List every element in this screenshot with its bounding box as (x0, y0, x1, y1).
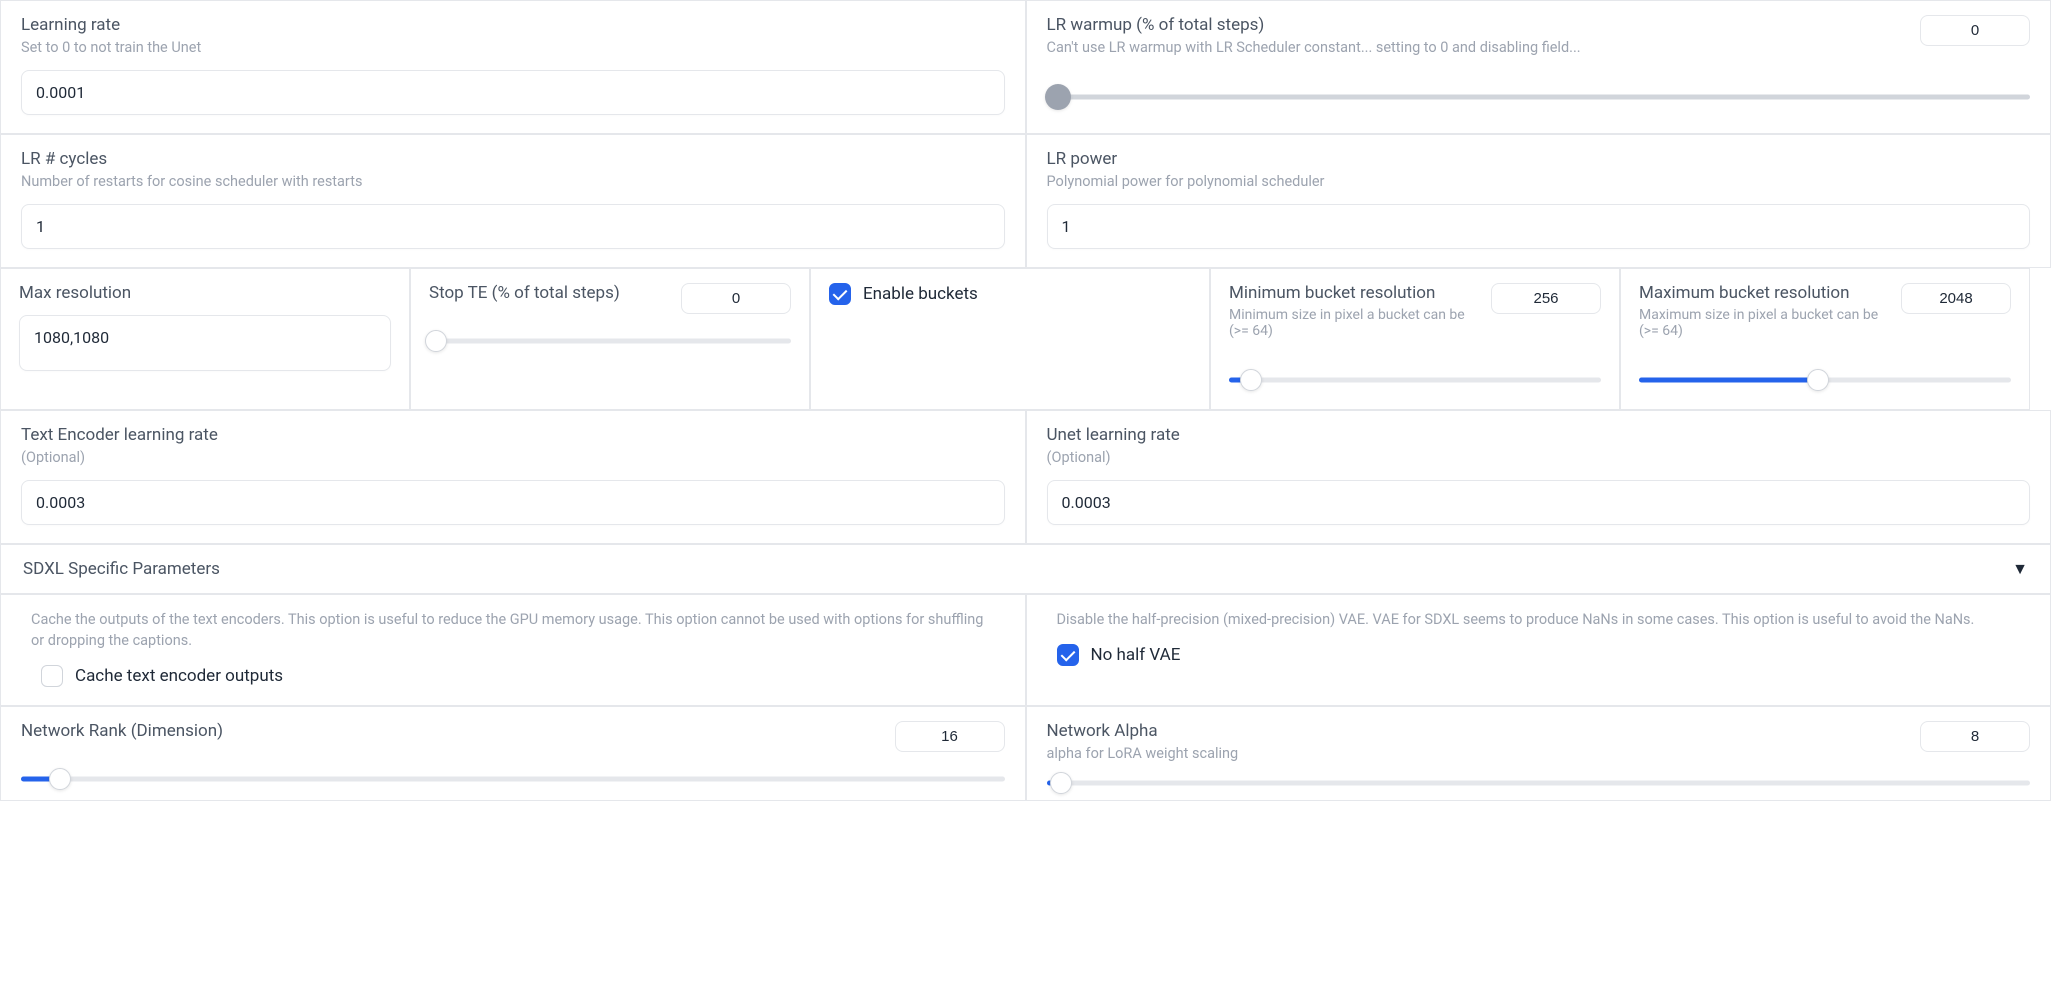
unet-lr-cell: Unet learning rate (Optional) (1026, 410, 2051, 544)
net-rank-cell: Network Rank (Dimension) (0, 706, 1026, 801)
slider-thumb[interactable] (1807, 369, 1829, 391)
enable-buckets-label: Enable buckets (863, 284, 978, 304)
slider-track (1047, 95, 2031, 100)
slider-track (1229, 378, 1601, 383)
te-lr-label: Text Encoder learning rate (21, 425, 1005, 445)
chevron-down-icon: ▼ (2012, 559, 2028, 579)
lr-power-input[interactable] (1047, 204, 2031, 249)
no-half-vae-cell: Disable the half-precision (mixed-precis… (1026, 594, 2051, 706)
learning-rate-sub: Set to 0 to not train the Unet (21, 39, 1005, 56)
min-bucket-sub: Minimum size in pixel a bucket can be (>… (1229, 307, 1475, 339)
slider-thumb[interactable] (1050, 772, 1072, 794)
te-lr-cell: Text Encoder learning rate (Optional) (0, 410, 1026, 544)
lr-power-label: LR power (1047, 149, 2031, 169)
max-bucket-label: Maximum bucket resolution (1639, 283, 1885, 303)
no-half-vae-checkbox[interactable] (1057, 644, 1079, 666)
learning-rate-input[interactable] (21, 70, 1005, 115)
net-alpha-cell: Network Alpha alpha for LoRA weight scal… (1026, 706, 2051, 801)
max-bucket-value[interactable] (1901, 283, 2011, 314)
enable-buckets-cell: Enable buckets (810, 268, 1210, 410)
max-res-input[interactable] (19, 315, 391, 371)
max-bucket-slider[interactable] (1639, 369, 2011, 391)
no-half-vae-label: No half VAE (1091, 645, 1181, 665)
net-alpha-slider[interactable] (1047, 772, 2031, 794)
cache-te-checkbox[interactable] (41, 665, 63, 687)
sdxl-title: SDXL Specific Parameters (23, 559, 220, 579)
net-alpha-sub: alpha for LoRA weight scaling (1047, 745, 1905, 762)
lr-warmup-sub: Can't use LR warmup with LR Scheduler co… (1047, 39, 1905, 56)
lr-power-sub: Polynomial power for polynomial schedule… (1047, 173, 2031, 190)
stop-te-label: Stop TE (% of total steps) (429, 283, 620, 303)
lr-cycles-label: LR # cycles (21, 149, 1005, 169)
slider-track (429, 339, 791, 344)
slider-thumb[interactable] (1045, 84, 1071, 110)
min-bucket-value[interactable] (1491, 283, 1601, 314)
lr-warmup-cell: LR warmup (% of total steps) Can't use L… (1026, 0, 2051, 134)
unet-lr-label: Unet learning rate (1047, 425, 2031, 445)
lr-warmup-slider[interactable] (1047, 86, 2031, 108)
cache-te-note: Cache the outputs of the text encoders. … (31, 609, 995, 651)
slider-thumb[interactable] (49, 768, 71, 790)
cache-te-cell: Cache the outputs of the text encoders. … (0, 594, 1026, 706)
lr-warmup-label: LR warmup (% of total steps) (1047, 15, 1905, 35)
min-bucket-cell: Minimum bucket resolution Minimum size i… (1210, 268, 1620, 410)
lr-warmup-value[interactable] (1920, 15, 2030, 46)
unet-lr-sub: (Optional) (1047, 449, 2031, 466)
learning-rate-label: Learning rate (21, 15, 1005, 35)
net-alpha-value[interactable] (1920, 721, 2030, 752)
max-bucket-sub: Maximum size in pixel a bucket can be (>… (1639, 307, 1885, 339)
lr-cycles-sub: Number of restarts for cosine scheduler … (21, 173, 1005, 190)
unet-lr-input[interactable] (1047, 480, 2031, 525)
learning-rate-cell: Learning rate Set to 0 to not train the … (0, 0, 1026, 134)
slider-track (1047, 781, 2031, 786)
no-half-vae-note: Disable the half-precision (mixed-precis… (1057, 609, 2021, 630)
stop-te-slider[interactable] (429, 330, 791, 352)
te-lr-input[interactable] (21, 480, 1005, 525)
slider-thumb[interactable] (1240, 369, 1262, 391)
max-res-cell: Max resolution (0, 268, 410, 410)
te-lr-sub: (Optional) (21, 449, 1005, 466)
net-alpha-label: Network Alpha (1047, 721, 1905, 741)
lr-cycles-input[interactable] (21, 204, 1005, 249)
min-bucket-slider[interactable] (1229, 369, 1601, 391)
slider-thumb[interactable] (425, 330, 447, 352)
slider-fill (1639, 378, 1818, 383)
net-rank-slider[interactable] (21, 768, 1005, 790)
cache-te-label: Cache text encoder outputs (75, 666, 283, 686)
lr-cycles-cell: LR # cycles Number of restarts for cosin… (0, 134, 1026, 268)
slider-track (21, 777, 1005, 782)
net-rank-value[interactable] (895, 721, 1005, 752)
max-bucket-cell: Maximum bucket resolution Maximum size i… (1620, 268, 2030, 410)
sdxl-accordion-header[interactable]: SDXL Specific Parameters ▼ (0, 544, 2051, 594)
min-bucket-label: Minimum bucket resolution (1229, 283, 1475, 303)
enable-buckets-checkbox[interactable] (829, 283, 851, 305)
max-res-label: Max resolution (19, 283, 391, 303)
net-rank-label: Network Rank (Dimension) (21, 721, 223, 741)
lr-power-cell: LR power Polynomial power for polynomial… (1026, 134, 2051, 268)
stop-te-value[interactable] (681, 283, 791, 314)
stop-te-cell: Stop TE (% of total steps) (410, 268, 810, 410)
